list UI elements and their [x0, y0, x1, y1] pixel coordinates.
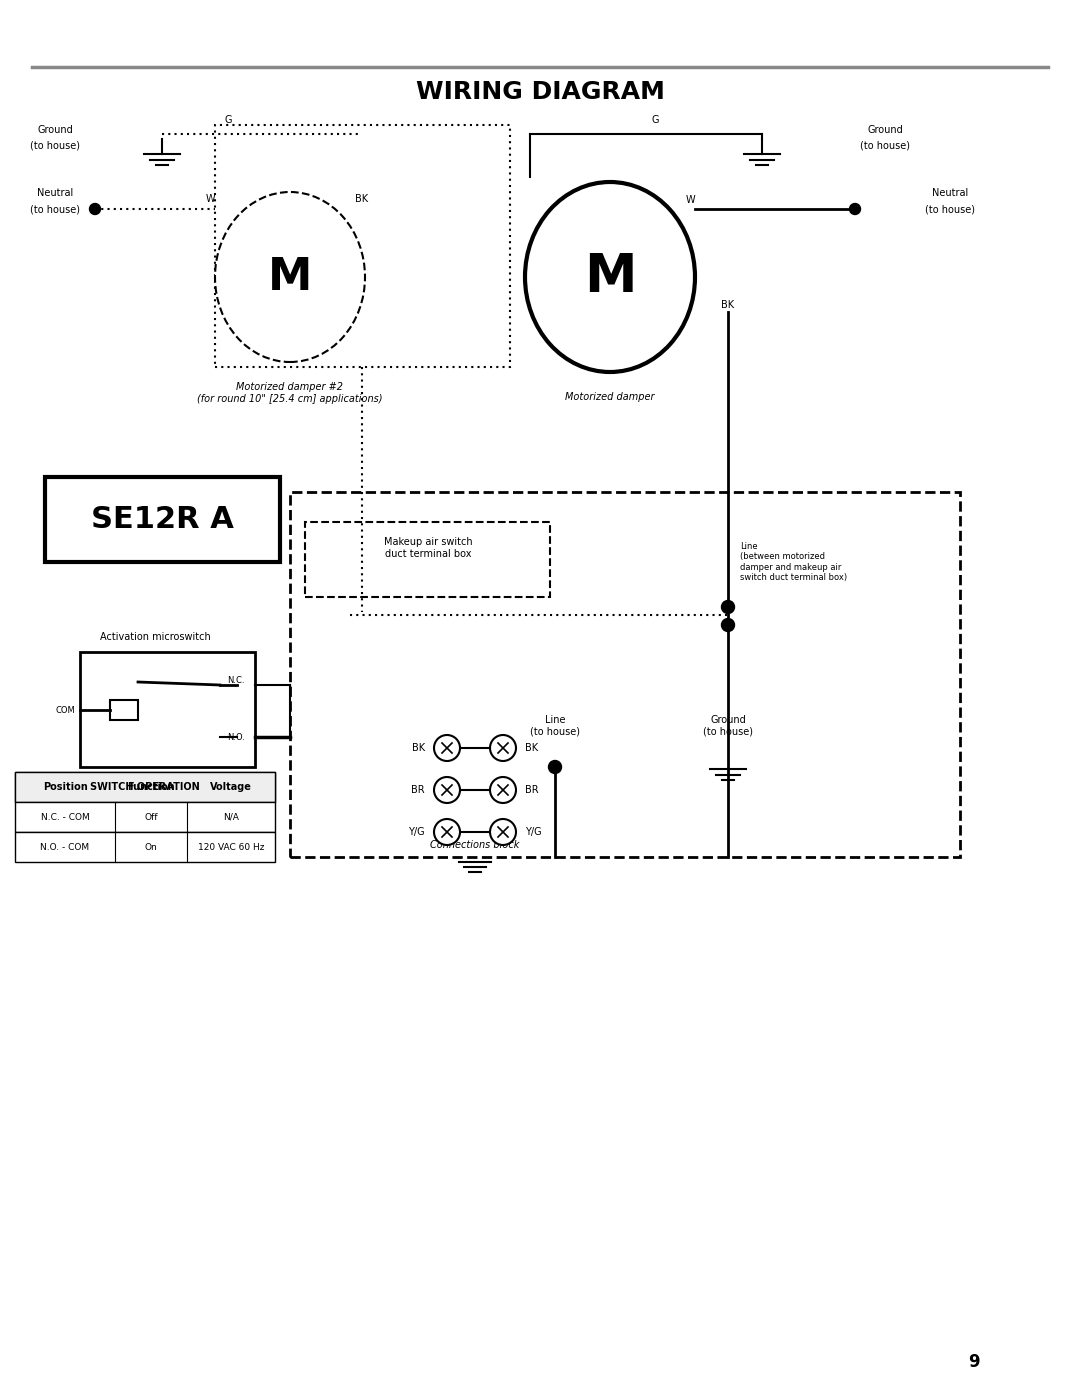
- Circle shape: [549, 760, 562, 774]
- Circle shape: [721, 601, 734, 613]
- Text: N.O.: N.O.: [227, 732, 245, 742]
- Text: Motorized damper: Motorized damper: [565, 393, 654, 402]
- Text: Voltage: Voltage: [211, 782, 252, 792]
- Bar: [15, 773, 275, 802]
- Text: N.C. - COM: N.C. - COM: [41, 813, 90, 821]
- Text: N.O. - COM: N.O. - COM: [40, 842, 90, 852]
- Bar: [45, 476, 280, 562]
- Text: Ground: Ground: [37, 124, 72, 136]
- Circle shape: [434, 735, 460, 761]
- Text: Line
(to house): Line (to house): [530, 715, 580, 736]
- Text: Makeup air switch
duct terminal box: Makeup air switch duct terminal box: [383, 536, 472, 559]
- Text: SWITCH OPERATION: SWITCH OPERATION: [90, 782, 200, 792]
- Text: Y/G: Y/G: [525, 827, 542, 837]
- Circle shape: [434, 819, 460, 845]
- Text: G: G: [651, 115, 659, 124]
- Text: 120 VAC 60 Hz: 120 VAC 60 Hz: [198, 842, 265, 852]
- Text: Function: Function: [127, 782, 175, 792]
- Circle shape: [490, 819, 516, 845]
- Text: BR: BR: [525, 785, 539, 795]
- Text: (to house): (to house): [30, 204, 80, 214]
- Circle shape: [850, 204, 861, 215]
- Text: Ground
(to house): Ground (to house): [703, 715, 753, 736]
- Text: (to house): (to house): [860, 140, 910, 149]
- Text: BK: BK: [355, 194, 368, 204]
- Text: N/A: N/A: [224, 813, 239, 821]
- Circle shape: [90, 204, 100, 215]
- Bar: [15, 773, 275, 802]
- Text: (to house): (to house): [924, 204, 975, 214]
- Text: BR: BR: [411, 785, 426, 795]
- Text: Motorized damper #2
(for round 10" [25.4 cm] applications): Motorized damper #2 (for round 10" [25.4…: [198, 381, 382, 404]
- Bar: [110, 700, 138, 719]
- Bar: [80, 652, 255, 767]
- Text: Connections block: Connections block: [430, 840, 519, 849]
- Circle shape: [490, 777, 516, 803]
- Ellipse shape: [215, 191, 365, 362]
- Bar: [15, 802, 275, 833]
- Text: On: On: [145, 842, 158, 852]
- Text: Neutral: Neutral: [932, 189, 968, 198]
- Text: G: G: [225, 115, 232, 124]
- Circle shape: [434, 777, 460, 803]
- Text: WIRING DIAGRAM: WIRING DIAGRAM: [416, 80, 664, 103]
- Ellipse shape: [525, 182, 696, 372]
- Text: W: W: [685, 196, 694, 205]
- Text: COM: COM: [55, 705, 75, 714]
- Text: 9: 9: [969, 1354, 980, 1370]
- Text: W: W: [205, 194, 215, 204]
- Text: Activation microswitch: Activation microswitch: [99, 631, 211, 643]
- Text: M: M: [584, 251, 636, 303]
- Bar: [15, 833, 275, 862]
- Text: Position: Position: [42, 782, 87, 792]
- Text: Off: Off: [145, 813, 158, 821]
- Text: Neutral: Neutral: [37, 189, 73, 198]
- Circle shape: [721, 619, 734, 631]
- Text: SE12R A: SE12R A: [91, 504, 234, 534]
- Text: (to house): (to house): [30, 140, 80, 149]
- Text: M: M: [268, 256, 312, 299]
- Text: BK: BK: [411, 743, 426, 753]
- Text: Y/G: Y/G: [408, 827, 426, 837]
- Text: Line
(between motorized
damper and makeup air
switch duct terminal box): Line (between motorized damper and makeu…: [740, 542, 847, 583]
- Text: BK: BK: [721, 300, 734, 310]
- Text: N.C.: N.C.: [228, 676, 245, 685]
- Text: BK: BK: [525, 743, 538, 753]
- Text: Ground: Ground: [867, 124, 903, 136]
- Circle shape: [490, 735, 516, 761]
